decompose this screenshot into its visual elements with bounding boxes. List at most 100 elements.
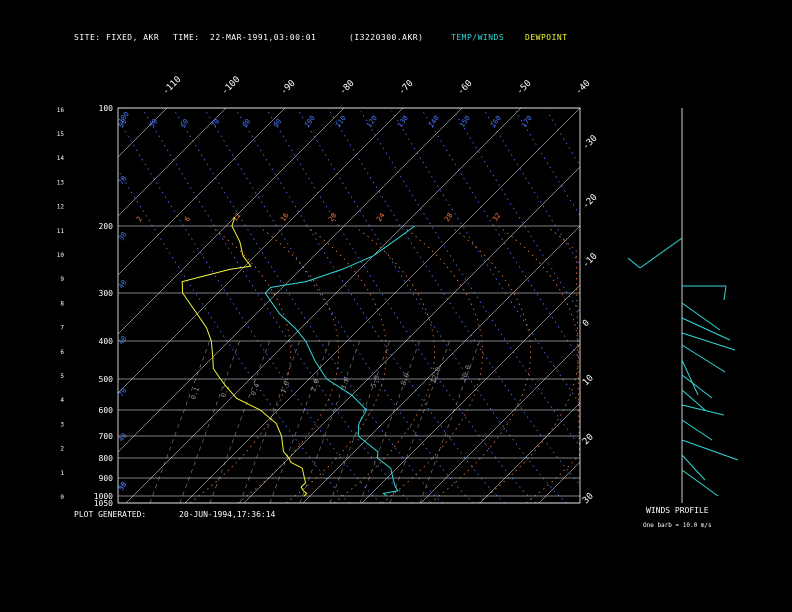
- isotherm-label-top: -110: [161, 75, 183, 97]
- dry-adiabat-line: [360, 110, 578, 444]
- site-value: FIXED, AKR: [106, 33, 160, 42]
- isotherm-label-top: -70: [397, 79, 416, 98]
- time-label: TIME:: [173, 33, 200, 42]
- dry-adiabat-line: [205, 110, 475, 504]
- pressure-tick-label: 300: [99, 289, 114, 298]
- height-tick-label: 13: [57, 179, 65, 186]
- isotherm-label-top: -50: [515, 79, 534, 98]
- isotherm-label-top: -80: [338, 79, 357, 98]
- mixing-ratio-line: [149, 339, 211, 504]
- wind-barb: [627, 257, 641, 269]
- isotherm-line: [420, 343, 581, 504]
- height-tick-label: 6: [60, 349, 64, 356]
- dry-adiabat-label: 70: [210, 118, 221, 130]
- dry-adiabat-label: 120: [365, 114, 379, 129]
- pressure-tick-label: 1050: [94, 499, 113, 508]
- isotherm-label-top: -90: [279, 79, 298, 98]
- dry-adiabat-line: [546, 110, 579, 164]
- wind-barb: [681, 374, 713, 399]
- wind-barb: [681, 359, 699, 396]
- dry-adiabat-label: 170: [520, 114, 534, 129]
- isotherm-label-right: 10: [581, 373, 596, 388]
- left-axis-label: 40: [117, 335, 128, 347]
- height-tick-label: 9: [60, 276, 64, 283]
- mixing-ratio-label: 8.0: [399, 372, 411, 387]
- isotherm-label-top: -60: [456, 79, 475, 98]
- isotherm-line: [184, 107, 581, 504]
- isotherm-line: [117, 107, 168, 158]
- mixing-ratio-label: 0.2: [219, 384, 231, 399]
- mixing-ratio-label: 1.0: [279, 380, 291, 395]
- sounding-series: [181, 217, 416, 497]
- legend-temp-winds: TEMP/WINDS: [451, 33, 505, 42]
- dewpoint-line: [181, 217, 308, 497]
- moist-adiabat-line: [237, 226, 339, 504]
- pressure-tick-label: 400: [99, 337, 114, 346]
- winds-profile-label: WINDS PROFILE: [646, 506, 709, 515]
- dry-adiabat-line: [484, 110, 580, 264]
- moist-adiabat-label: 24: [375, 212, 386, 224]
- isotherm-line: [125, 107, 522, 504]
- mixing-ratio-line: [299, 339, 361, 504]
- dry-adiabat-label: 130: [396, 114, 410, 129]
- mixing-ratio-label: 0.4: [249, 382, 261, 397]
- wind-barb: [681, 439, 739, 461]
- dry-adiabat-line: [422, 110, 578, 356]
- height-tick-label: 16: [57, 107, 65, 114]
- left-axis-label: 40: [117, 279, 128, 291]
- mixing-ratio-line: [419, 339, 481, 504]
- isotherm-line: [117, 107, 227, 217]
- mixing-ratio-line: [239, 339, 301, 504]
- pressure-tick-label: 100: [99, 104, 114, 113]
- isotherm-label-right: 20: [581, 432, 596, 447]
- dry-adiabat-label: 150: [458, 114, 472, 129]
- isotherm-label-right: -20: [581, 193, 600, 212]
- height-tick-label: 3: [60, 421, 64, 428]
- left-axis-label: 50: [117, 481, 128, 493]
- mixing-ratio-line: [359, 339, 421, 504]
- mixing-ratio-label: 20.0: [459, 364, 472, 383]
- dry-adiabat-label: 100: [303, 114, 317, 129]
- mixing-ratio-line: [209, 339, 271, 504]
- height-tick-label: 12: [57, 204, 65, 211]
- site-label: SITE:: [74, 33, 101, 42]
- height-tick-label: 14: [57, 155, 65, 162]
- isotherm-line: [538, 461, 581, 504]
- pressure-tick-label: 600: [99, 406, 114, 415]
- isotherm-label-top: -40: [574, 79, 593, 98]
- wind-barb: [681, 469, 719, 497]
- dry-adiabat-label: 110: [334, 114, 348, 129]
- dry-adiabat-line: [236, 110, 506, 504]
- wind-barb: [681, 332, 736, 351]
- moist-adiabat-label: 20: [327, 212, 338, 224]
- mixing-ratio-label: 5.0: [369, 374, 381, 389]
- isotherm-line: [117, 107, 463, 453]
- isotherm-line: [117, 107, 404, 394]
- moist-adiabat-label: 32: [491, 212, 502, 224]
- left-axis-label: 100: [117, 110, 131, 125]
- dry-adiabat-label: 140: [427, 114, 441, 129]
- height-tick-label: 7: [60, 325, 64, 332]
- dry-adiabat-line: [267, 110, 537, 504]
- isotherm-line: [479, 402, 581, 504]
- dry-adiabat-line: [119, 122, 382, 504]
- moist-adiabat-label: 12: [231, 212, 242, 224]
- left-axis-label: 40: [117, 432, 128, 444]
- mixing-ratio-label: 2.0: [309, 378, 321, 393]
- pressure-tick-label: 900: [99, 474, 114, 483]
- isotherm-label-right: -30: [581, 134, 600, 153]
- isotherm-line: [302, 225, 581, 504]
- wind-barb: [681, 344, 726, 373]
- height-tick-label: 5: [60, 373, 64, 380]
- dry-adiabat-label: 90: [272, 118, 283, 130]
- dry-adiabat-line: [515, 110, 581, 216]
- pressure-tick-label: 700: [99, 432, 114, 441]
- plot-border: [117, 107, 581, 504]
- dry-adiabat-line: [329, 110, 579, 484]
- wind-barb: [681, 454, 706, 481]
- pressure-tick-label: 500: [99, 375, 114, 384]
- height-tick-label: 10: [57, 252, 65, 259]
- isotherm-label-top: -100: [220, 75, 242, 97]
- temperature-line: [264, 225, 416, 497]
- axis-labels: 1002003004005006007008009001000105001234…: [57, 75, 600, 508]
